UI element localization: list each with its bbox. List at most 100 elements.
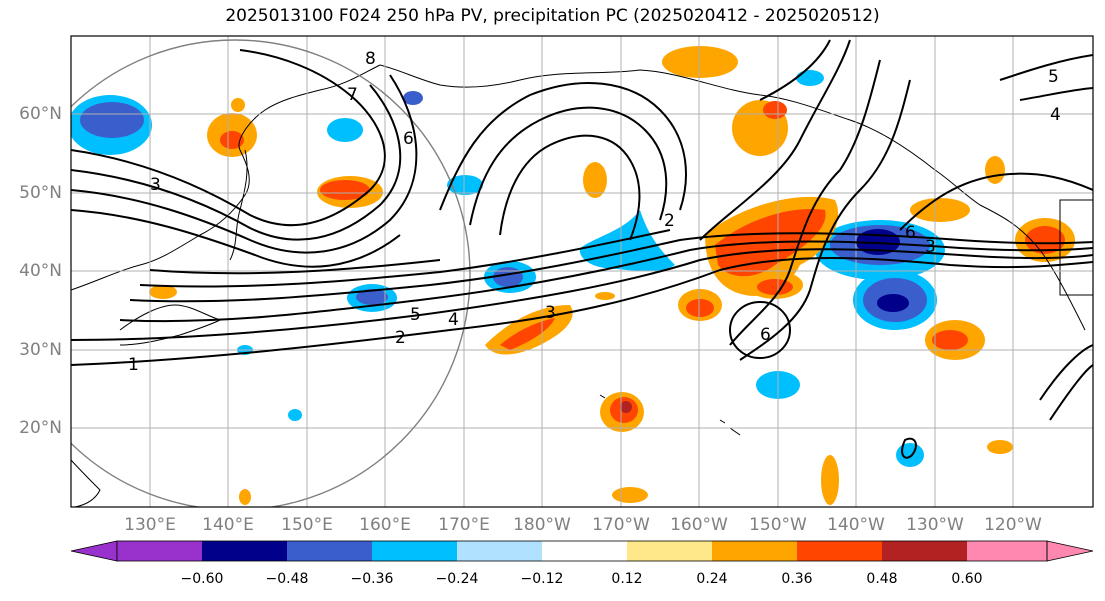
pv-contour bbox=[139, 229, 671, 288]
precip-neg-area bbox=[796, 70, 824, 86]
precip-neg-area bbox=[327, 118, 363, 142]
pv-contour bbox=[901, 437, 917, 459]
lon-label: 140°W bbox=[827, 515, 885, 535]
pv-contour bbox=[439, 82, 687, 211]
contour-label: 6 bbox=[403, 129, 414, 149]
lat-label: 20°N bbox=[19, 418, 62, 438]
precip-pos-area bbox=[763, 101, 787, 119]
lat-label: 60°N bbox=[19, 104, 62, 124]
colorbar-tick-label: −0.48 bbox=[265, 571, 309, 587]
contour-label: 3 bbox=[150, 175, 161, 195]
colorbar-tick-label: −0.36 bbox=[350, 571, 394, 587]
colorbar-segment bbox=[457, 541, 542, 561]
lon-label: 120°W bbox=[984, 515, 1042, 535]
pv-contour bbox=[1049, 364, 1093, 421]
pv-contour bbox=[71, 248, 1093, 341]
map-frame bbox=[70, 35, 1094, 508]
precip-neg-area bbox=[288, 409, 302, 421]
lon-label: 170°E bbox=[438, 515, 490, 535]
colorbar-extend-low bbox=[70, 540, 118, 562]
precip-pos-area bbox=[1025, 226, 1065, 254]
lon-label: 130°W bbox=[906, 515, 964, 535]
colorbar-tick-label: 0.48 bbox=[866, 571, 898, 587]
contour-label: 2 bbox=[664, 211, 675, 231]
pv-contour bbox=[499, 134, 641, 241]
colorbar-tick-label: −0.60 bbox=[180, 571, 224, 587]
precip-pos-area bbox=[500, 318, 555, 350]
coastline-layer bbox=[71, 64, 1093, 507]
contour-label: 2 bbox=[395, 328, 406, 348]
contour-label: 6 bbox=[905, 223, 916, 243]
contour-label: 5 bbox=[410, 305, 421, 325]
lat-label: 40°N bbox=[19, 261, 62, 281]
pv-contour bbox=[71, 209, 401, 268]
contour-label-layer: 1 2 3 4 5 6 7 8 2 3 5 4 6 3 6 bbox=[128, 49, 1061, 375]
precip-pos-area bbox=[620, 401, 632, 413]
coastline-kamchatka bbox=[379, 64, 521, 88]
lon-label: 180°W bbox=[513, 515, 571, 535]
colorbar-segment bbox=[117, 541, 202, 561]
pv-contour-layer bbox=[71, 39, 1093, 459]
precip-neg-area bbox=[493, 267, 523, 287]
map-layers: 1 2 3 4 5 6 7 8 2 3 5 4 6 3 6 bbox=[71, 36, 1093, 507]
range-circle bbox=[71, 39, 471, 507]
pv-contour bbox=[699, 39, 851, 241]
precip-neg-area bbox=[80, 102, 144, 138]
colorbar-tick-label: 0.60 bbox=[951, 571, 983, 587]
contour-label: 6 bbox=[760, 325, 771, 345]
coastline-china bbox=[71, 459, 101, 507]
lon-label: 160°W bbox=[670, 515, 728, 535]
lat-label: 50°N bbox=[19, 183, 62, 203]
colorbar-segment bbox=[882, 541, 967, 561]
pv-contour bbox=[119, 240, 1093, 323]
precip-pos-area bbox=[662, 46, 738, 78]
colorbar-tick-label: −0.12 bbox=[520, 571, 564, 587]
pv-contour bbox=[71, 74, 418, 254]
precip-neg-area bbox=[877, 294, 909, 312]
pv-contour bbox=[71, 49, 386, 227]
pv-contour bbox=[899, 172, 1093, 231]
precip-pos-area bbox=[757, 279, 793, 295]
contour-label: 4 bbox=[448, 310, 459, 330]
gridlines bbox=[71, 36, 1093, 507]
colorbar-segment bbox=[967, 541, 1047, 561]
precip-pos-area bbox=[985, 156, 1005, 184]
pv-contour bbox=[759, 39, 831, 101]
lon-label: 150°W bbox=[749, 515, 807, 535]
contour-label: 3 bbox=[925, 237, 936, 257]
contour-label: 8 bbox=[365, 49, 376, 69]
lon-label: 170°W bbox=[592, 515, 650, 535]
colorbar-segment bbox=[287, 541, 372, 561]
pv-contour bbox=[71, 257, 1093, 366]
precip-pos-area bbox=[821, 455, 839, 505]
colorbar-tick-label: −0.24 bbox=[435, 571, 479, 587]
pv-contour bbox=[999, 54, 1093, 81]
colorbar-segment bbox=[712, 541, 797, 561]
precip-neg-area bbox=[356, 289, 388, 305]
pv-contour bbox=[729, 301, 791, 359]
colorbar-segment bbox=[202, 541, 287, 561]
precip-neg-area bbox=[403, 91, 423, 105]
lon-label: 140°E bbox=[202, 515, 254, 535]
contour-label: 7 bbox=[347, 85, 358, 105]
colorbar bbox=[70, 540, 1094, 562]
precip-pos-area bbox=[149, 285, 177, 299]
precip-pos-area bbox=[320, 180, 370, 200]
precip-neg-area bbox=[447, 175, 483, 195]
pv-contour bbox=[1039, 344, 1093, 401]
colorbar-segment bbox=[627, 541, 712, 561]
colorbar-tick-label: 0.24 bbox=[696, 571, 728, 587]
precip-neg-area bbox=[896, 443, 924, 467]
precip-pos-area bbox=[583, 162, 607, 198]
contour-label: 4 bbox=[1050, 105, 1061, 125]
coastline-hawaii bbox=[599, 394, 741, 436]
contour-label: 5 bbox=[1048, 67, 1059, 87]
chart-title: 2025013100 F024 250 hPa PV, precipitatio… bbox=[225, 6, 880, 26]
precip-pos-area bbox=[220, 131, 244, 149]
lon-label: 160°E bbox=[359, 515, 411, 535]
pv-contour bbox=[739, 79, 911, 361]
colorbar-extend-high bbox=[1046, 540, 1094, 562]
pv-contour bbox=[469, 106, 668, 226]
precip-pos-area bbox=[987, 440, 1013, 454]
precip-pos-area bbox=[612, 487, 648, 503]
